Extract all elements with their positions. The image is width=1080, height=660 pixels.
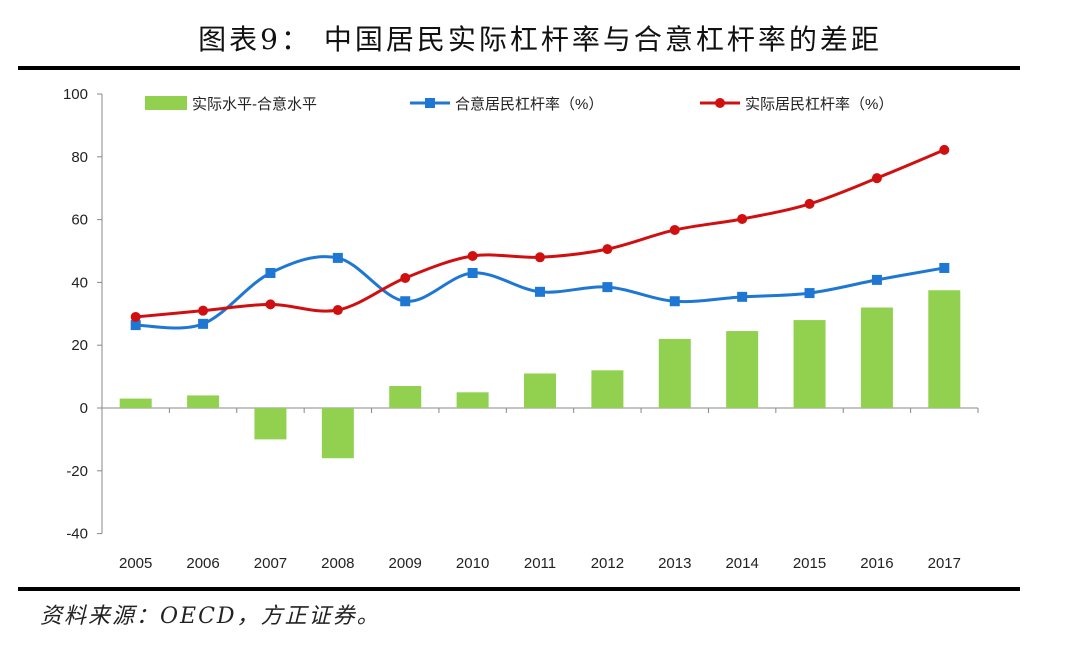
marker-2013	[669, 224, 680, 235]
y-tick-label: 0	[80, 400, 88, 417]
marker-2007	[265, 267, 276, 278]
bottom-rule	[18, 587, 1020, 591]
legend-marker	[715, 98, 725, 108]
bar-2006	[187, 395, 220, 408]
bar-2008	[321, 408, 354, 459]
bar-2010	[456, 392, 489, 408]
bar-2016	[860, 307, 893, 408]
bar-2011	[524, 373, 556, 408]
bar-2009	[389, 386, 422, 408]
y-tick-label: 60	[71, 212, 88, 229]
marker-2012	[602, 244, 613, 255]
y-tick-label: -40	[66, 526, 88, 543]
marker-2014	[737, 213, 748, 224]
x-tick-label: 2005	[119, 555, 152, 572]
marker-2016	[871, 173, 882, 184]
legend-label: 实际水平-合意水平	[192, 95, 317, 113]
source-note: 资料来源：OECD，方正证券。	[40, 604, 381, 629]
x-tick-label: 2010	[456, 555, 489, 572]
legend-swatch-bar	[145, 96, 187, 110]
marker-2010	[467, 267, 478, 278]
y-tick-label: 100	[63, 86, 88, 103]
marker-2007	[265, 299, 276, 310]
marker-2017	[939, 144, 950, 155]
marker-2006	[198, 318, 209, 329]
y-tick-label: 40	[71, 274, 88, 291]
marker-2011	[535, 252, 545, 263]
marker-2013	[669, 296, 680, 307]
x-tick-label: 2012	[591, 555, 624, 572]
top-rule	[18, 66, 1020, 70]
marker-2009	[400, 296, 411, 307]
x-tick-label: 2016	[860, 555, 893, 572]
bar-2017	[928, 290, 961, 408]
bar-2005	[119, 398, 152, 408]
y-tick-label: -20	[66, 463, 88, 480]
marker-2008	[332, 252, 343, 263]
marker-2006	[198, 305, 209, 316]
marker-2008	[332, 305, 343, 316]
legend-marker	[425, 98, 435, 108]
bar-2014	[726, 331, 759, 408]
legend-label: 合意居民杠杆率（%）	[455, 95, 603, 113]
y-tick-label: 80	[71, 149, 88, 166]
marker-2017	[939, 262, 950, 273]
bar-2012	[591, 370, 624, 408]
marker-2016	[871, 274, 882, 285]
marker-2012	[602, 282, 613, 293]
marker-2005	[130, 311, 141, 322]
x-tick-label: 2008	[321, 555, 354, 572]
y-tick-label: 20	[71, 337, 88, 354]
marker-2011	[535, 286, 545, 297]
marker-2005	[130, 320, 141, 331]
x-tick-label: 2017	[928, 555, 961, 572]
marker-2015	[804, 288, 815, 299]
x-tick-label: 2013	[658, 555, 691, 572]
chart-title: 图表9： 中国居民实际杠杆率与合意杠杆率的差距	[198, 23, 882, 56]
x-tick-label: 2011	[524, 555, 556, 572]
bar-2013	[658, 338, 691, 408]
bar-2015	[793, 320, 826, 408]
marker-2014	[737, 291, 748, 302]
x-tick-label: 2014	[725, 555, 758, 572]
marker-2010	[467, 251, 478, 262]
marker-2015	[804, 198, 815, 209]
x-tick-label: 2015	[793, 555, 826, 572]
bar-2007	[254, 408, 287, 440]
marker-2009	[400, 273, 411, 284]
legend-label: 实际居民杠杆率（%）	[745, 96, 893, 113]
x-tick-label: 2009	[389, 555, 422, 572]
x-tick-label: 2007	[254, 555, 287, 572]
x-tick-label: 2006	[186, 555, 219, 572]
